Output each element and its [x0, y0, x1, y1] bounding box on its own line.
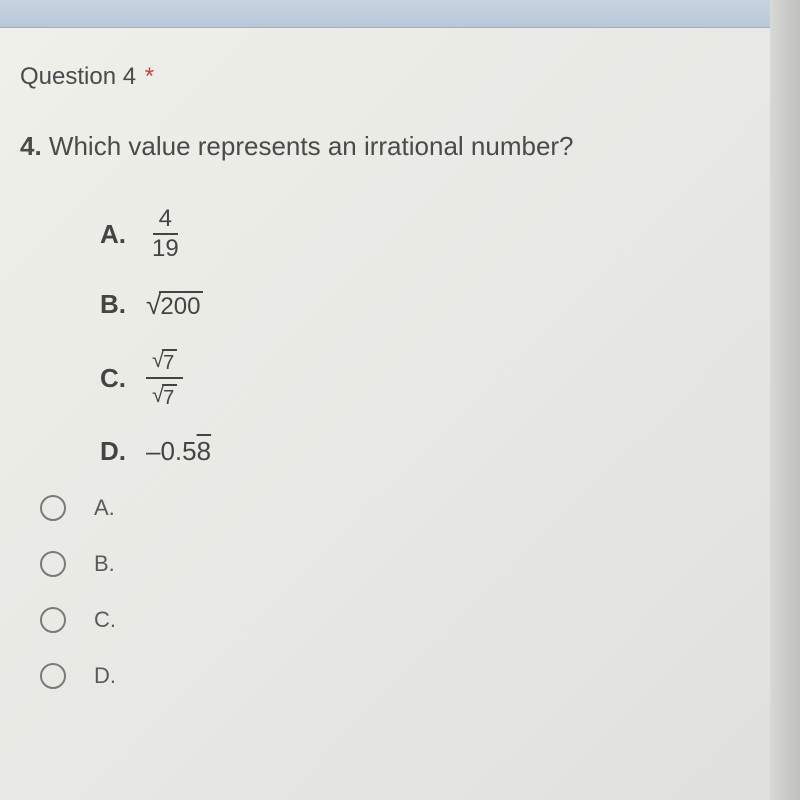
decimal-value: –0.58 — [146, 436, 211, 467]
decimal-repeating: 8 — [197, 436, 211, 466]
sqrt-c-den-value: 7 — [162, 384, 177, 408]
option-letter-a: A. — [100, 219, 128, 250]
fraction-a: 4 19 — [146, 207, 185, 261]
fraction-c-denominator: √ 7 — [146, 379, 183, 408]
question-label: Question 4 * — [20, 63, 780, 91]
required-marker: * — [145, 63, 154, 90]
sqrt-b: √ 200 — [146, 291, 203, 319]
radio-d[interactable] — [40, 663, 66, 689]
sqrt-c-num-value: 7 — [162, 349, 177, 373]
radio-c[interactable] — [40, 607, 66, 633]
radio-label-d: D. — [94, 663, 116, 689]
answer-choice-a[interactable]: A. — [40, 495, 780, 521]
sqrt-c-num: √ 7 — [152, 349, 177, 373]
decimal-prefix: –0.5 — [146, 436, 197, 466]
answer-choice-b[interactable]: B. — [40, 551, 780, 577]
sqrt-c-den: √ 7 — [152, 384, 177, 408]
option-c: C. √ 7 √ 7 — [100, 348, 780, 408]
screen-edge — [770, 0, 800, 800]
fraction-c-numerator: √ 7 — [146, 348, 183, 379]
option-b: B. √ 200 — [100, 289, 780, 320]
options-list: A. 4 19 B. √ 200 C. √ 7 — [20, 207, 780, 467]
fraction-c: √ 7 √ 7 — [146, 348, 183, 408]
answer-choice-c[interactable]: C. — [40, 607, 780, 633]
radio-b[interactable] — [40, 551, 66, 577]
fraction-numerator: 4 — [153, 207, 178, 235]
option-d: D. –0.58 — [100, 436, 780, 467]
window-titlebar — [0, 0, 800, 28]
question-number-label: Question 4 — [20, 63, 136, 90]
option-letter-c: C. — [100, 363, 128, 394]
radio-label-b: B. — [94, 551, 115, 577]
option-letter-d: D. — [100, 436, 128, 467]
question-prompt: 4. Which value represents an irrational … — [20, 131, 780, 162]
option-a: A. 4 19 — [100, 207, 780, 261]
question-item-number: 4. — [20, 131, 42, 161]
option-letter-b: B. — [100, 289, 128, 320]
radio-a[interactable] — [40, 495, 66, 521]
fraction-denominator: 19 — [146, 235, 185, 261]
sqrt-value: 200 — [159, 291, 203, 319]
question-content: Question 4 * 4. Which value represents a… — [0, 28, 800, 800]
radio-label-c: C. — [94, 607, 116, 633]
question-body: Which value represents an irrational num… — [49, 131, 574, 161]
answer-radio-group: A. B. C. D. — [20, 495, 780, 689]
radio-label-a: A. — [94, 495, 115, 521]
answer-choice-d[interactable]: D. — [40, 663, 780, 689]
